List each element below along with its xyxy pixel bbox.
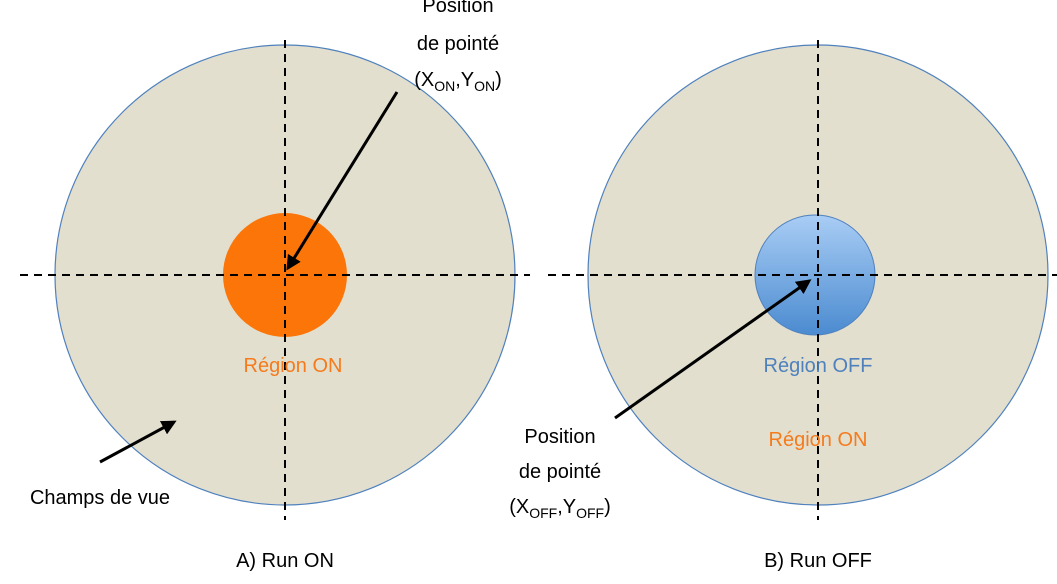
text-part: ON [474, 78, 495, 94]
pointing-arrow [614, 279, 812, 420]
region-label: Région ON [769, 429, 868, 451]
text-part: OFF [529, 505, 557, 521]
text-part: (X [509, 496, 529, 518]
field-label: Champs de vue [30, 487, 170, 509]
region-label: Région OFF [764, 355, 873, 377]
region-label: Région ON [244, 355, 343, 377]
on-region [223, 213, 347, 337]
pointing-coords: (XON,YON) [414, 69, 502, 94]
text-part: ,Y [455, 69, 474, 91]
text-part: OFF [576, 505, 604, 521]
caption: A) Run ON [236, 550, 334, 572]
caption: B) Run OFF [764, 550, 872, 572]
pointing-coords: (XOFF,YOFF) [509, 496, 611, 521]
pointing-line: de pointé [417, 33, 499, 55]
field-arrow [99, 420, 177, 464]
text-part: ) [495, 69, 502, 91]
pointing-line: de pointé [519, 461, 601, 483]
text-part: ,Y [557, 496, 576, 518]
text-part: ON [434, 78, 455, 94]
text-part: ) [604, 496, 611, 518]
pointing-line: Position [524, 426, 595, 448]
text-part: (X [414, 69, 434, 91]
pointing-arrow [286, 91, 399, 271]
pointing-line: Position [422, 0, 493, 17]
